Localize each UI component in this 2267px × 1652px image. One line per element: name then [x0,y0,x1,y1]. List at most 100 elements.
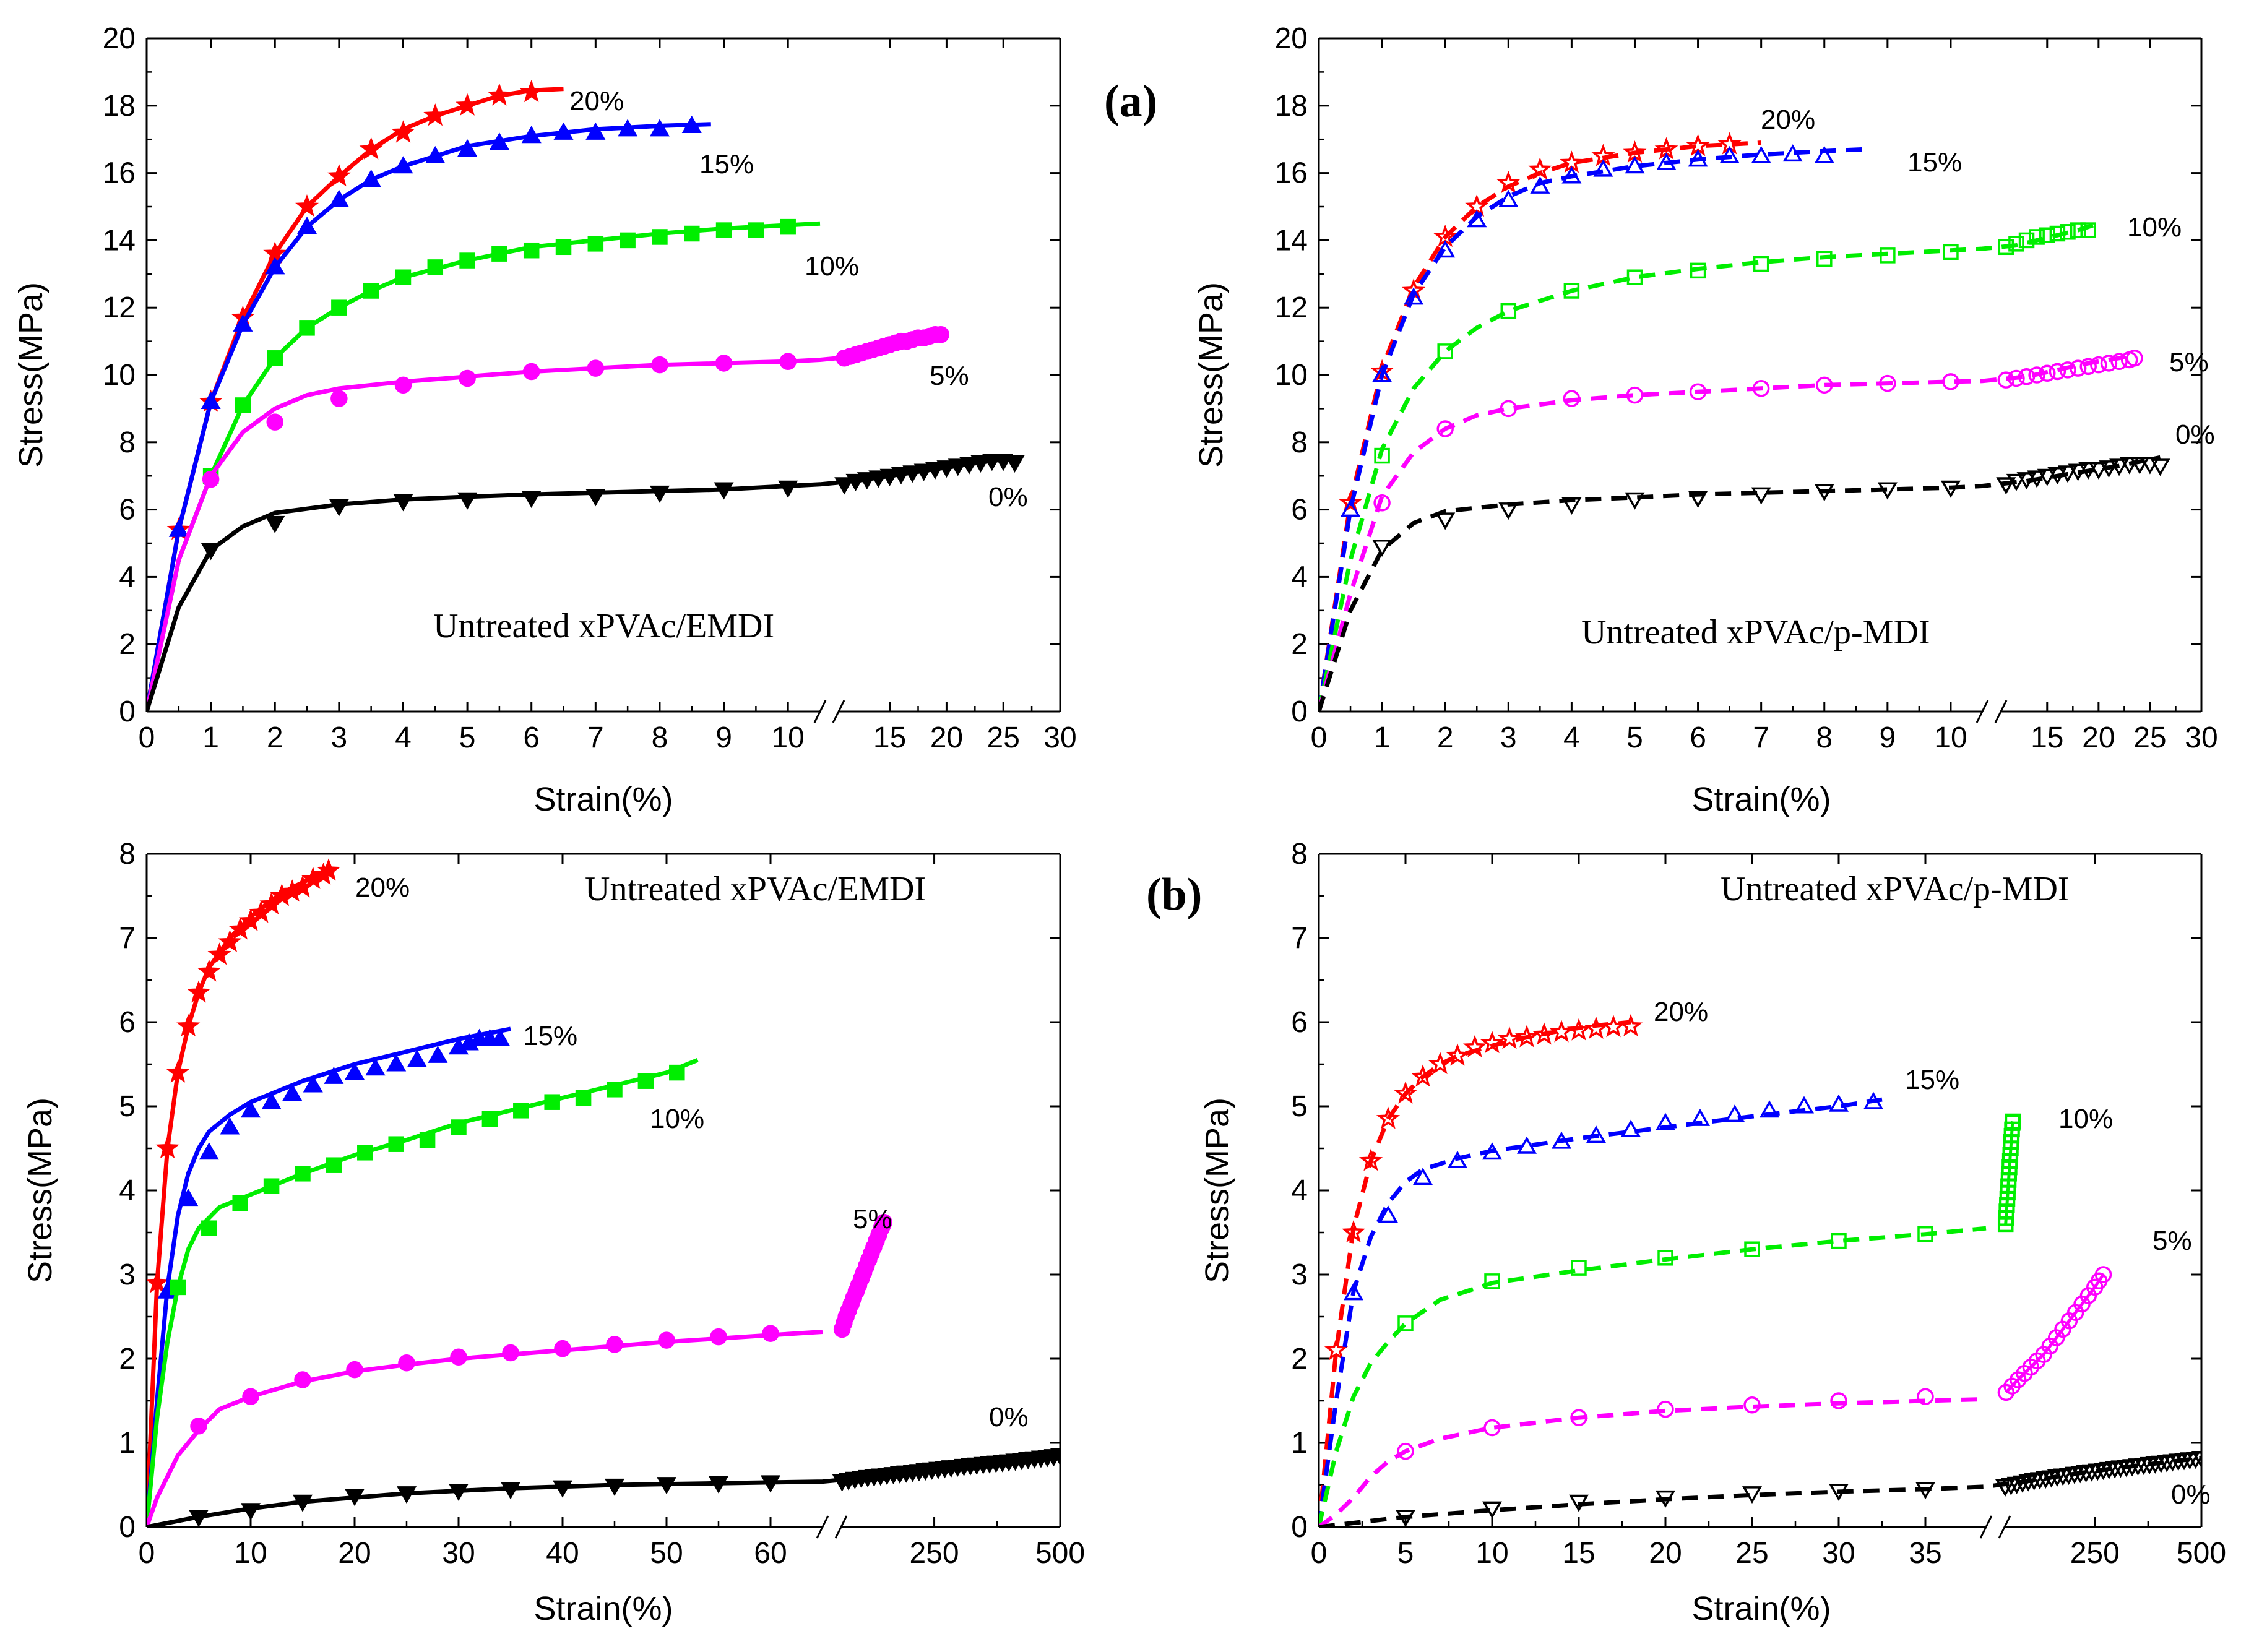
data-point [2066,1304,2084,1321]
data-point [1751,487,1771,505]
x-tick-label: 5 [1626,721,1643,754]
data-point [2090,356,2107,374]
data-point [1877,482,1898,500]
series-end-label: 10% [2058,1104,2113,1134]
data-point [391,120,415,143]
series-line [1319,1097,1883,1527]
data-point [489,132,509,150]
axis-break-mark [816,1515,829,1539]
data-point [201,391,221,410]
plot-area [147,858,1060,1527]
y-axis-label: Stress(MPa) [1199,1098,1236,1283]
data-point [902,465,923,483]
data-point [427,259,444,275]
data-point [1378,1205,1399,1223]
data-point [1435,512,1456,530]
y-tick-label: 6 [119,1006,136,1039]
x-tick-label: 30 [2185,721,2217,754]
data-point [513,1103,529,1119]
data-point [202,470,220,488]
series-end-label: 0% [2175,419,2215,450]
data-point [197,959,221,982]
x-tick-label: 20 [1649,1537,1682,1570]
data-point [1462,1035,1487,1057]
data-point [585,489,606,507]
data-point [2059,361,2076,379]
x-axis-label: Strain(%) [533,781,673,818]
x-tick-label: 10 [1475,1537,1508,1570]
chart-title: Untreated xPVAc/EMDI [433,607,774,645]
data-point [2016,1365,2033,1382]
data-point [714,482,734,500]
data-point [188,1510,209,1527]
y-tick-label: 0 [119,1511,136,1544]
data-point [1782,144,1803,162]
data-point [1626,269,1643,285]
data-point [457,139,478,157]
data-point [1831,1233,1847,1249]
x-tick-label: 7 [1753,721,1769,754]
chart-bottom-left: 0 1 2 3 4 5 6 7 8 0 10 20 30 40 50 60 250 500 Strain(%) Str… [22,838,1085,1627]
data-point [1828,1484,1849,1502]
data-point [1496,170,1521,194]
data-point [2008,236,2024,252]
data-point [1880,247,1896,264]
data-point [1657,1400,1674,1418]
data-point [1372,364,1393,382]
data-point [748,222,764,238]
data-point [395,269,412,285]
data-point [2003,1377,2021,1395]
x-tick-label: 10 [1934,721,1967,754]
data-point [618,119,638,137]
data-point [394,376,412,394]
data-point [970,455,991,473]
data-point [1568,1494,1589,1512]
data-point [1655,1490,1676,1508]
series-line [1319,1226,1987,1527]
data-point [1620,1119,1641,1137]
series-end-label: 5% [930,361,969,391]
data-point [2054,1320,2071,1338]
data-point [166,1060,190,1083]
y-tick-label: 8 [1291,426,1308,459]
data-point [1584,1016,1608,1039]
x-tick-label: 25 [1735,1537,1768,1570]
data-point [2099,460,2119,478]
data-point [760,1475,781,1493]
x-axis-label: Strain(%) [533,1590,673,1627]
data-point [575,1090,592,1106]
x-tick-label: 4 [1563,721,1580,754]
series-line [147,1026,511,1527]
x-tick-label: 250 [910,1537,959,1570]
data-point [2090,1272,2108,1289]
x-tick-label: 500 [2177,1537,2226,1570]
data-point [1484,1273,1500,1289]
x-tick-label: 6 [1690,721,1706,754]
data-point [233,314,253,332]
series-end-label: 15% [699,149,754,179]
data-point [201,1220,217,1236]
data-point [834,477,855,495]
data-point [2109,458,2130,476]
data-point [684,225,700,242]
data-point [1601,1015,1626,1038]
data-point [845,473,866,491]
data-point [669,1064,685,1081]
chart-bottom-right: 0 1 2 3 4 5 6 7 8 0 5 10 15 20 25 30 35 250 500 Strain(%) St… [1199,838,2226,1627]
x-tick-label: 40 [546,1537,579,1570]
data-point [1343,1283,1364,1301]
data-point [502,1344,519,1362]
series-10pct [147,1057,699,1527]
data-point [170,1279,186,1296]
data-point [1561,166,1582,184]
data-point [2100,355,2118,372]
data-point [1483,1419,1501,1437]
data-point [1998,239,2014,256]
series-0pct [1319,1450,2201,1527]
y-tick-label: 4 [119,1174,136,1207]
data-point [459,369,476,387]
series-end-label: 0% [2171,1479,2211,1510]
series-10pct [1319,221,2099,712]
series-end-label: 15% [523,1021,577,1051]
